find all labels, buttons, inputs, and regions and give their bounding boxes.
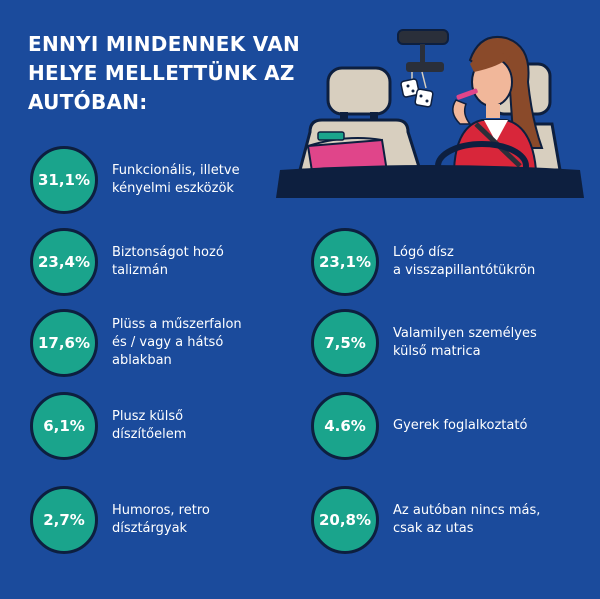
percentage-circle: 17,6% — [30, 309, 98, 377]
stat-label-line: talizmán — [112, 263, 168, 278]
percentage-circle: 23,1% — [311, 228, 379, 296]
stat-label-line: kényelmi eszközök — [112, 181, 234, 196]
stat-label-line: ablakban — [112, 353, 172, 368]
stat-item: 6,1% Plusz külső díszítőelem — [30, 392, 186, 460]
stat-label: Lógó dísz a visszapillantótükrön — [393, 244, 535, 280]
percentage-circle: 4.6% — [311, 392, 379, 460]
stat-item: 4.6% Gyerek foglalkoztató — [311, 392, 527, 460]
stat-item: 31,1% Funkcionális, illetve kényelmi esz… — [30, 146, 240, 214]
percentage-circle: 20,8% — [311, 486, 379, 554]
stat-label-line: Plüss a műszerfalon — [112, 317, 242, 332]
title-line: AUTÓBAN: — [28, 90, 148, 114]
stat-item: 7,5% Valamilyen személyes külső matrica — [311, 309, 537, 377]
stat-label-line: Biztonságot hozó — [112, 245, 224, 260]
stat-label: Plüss a műszerfalon és / vagy a hátsó ab… — [112, 316, 242, 370]
stat-label: Plusz külső díszítőelem — [112, 408, 186, 444]
stat-label-line: Plusz külső — [112, 409, 184, 424]
stat-label-line: Az autóban nincs más, — [393, 503, 541, 518]
stat-label: Az autóban nincs más, csak az utas — [393, 502, 540, 538]
hanging-dice-icon — [400, 71, 434, 108]
stat-label: Biztonságot hozó talizmán — [112, 244, 224, 280]
stat-item: 2,7% Humoros, retro dísztárgyak — [30, 486, 210, 554]
title-line: HELYE MELLETTÜNK AZ — [28, 61, 295, 85]
stat-label: Gyerek foglalkoztató — [393, 417, 527, 435]
stat-label-line: díszítőelem — [112, 427, 187, 442]
stat-label-line: és / vagy a hátsó — [112, 335, 224, 350]
stat-label: Funkcionális, illetve kényelmi eszközök — [112, 162, 240, 198]
stat-label-line: csak az utas — [393, 521, 474, 536]
percentage-circle: 6,1% — [30, 392, 98, 460]
stat-item: 17,6% Plüss a műszerfalon és / vagy a há… — [30, 309, 242, 377]
percentage-circle: 7,5% — [311, 309, 379, 377]
percentage-circle: 2,7% — [30, 486, 98, 554]
stat-label: Valamilyen személyes külső matrica — [393, 325, 537, 361]
stat-item: 23,1% Lógó dísz a visszapillantótükrön — [311, 228, 535, 296]
stat-label-line: Funkcionális, illetve — [112, 163, 240, 178]
dashboard — [276, 165, 584, 198]
stat-label-line: Humoros, retro — [112, 503, 210, 518]
stat-label: Humoros, retro dísztárgyak — [112, 502, 210, 538]
percentage-circle: 23,4% — [30, 228, 98, 296]
stat-item: 20,8% Az autóban nincs más, csak az utas — [311, 486, 540, 554]
car-interior-illustration — [276, 29, 584, 198]
stat-label-line: dísztárgyak — [112, 521, 188, 536]
percentage-circle: 31,1% — [30, 146, 98, 214]
stat-label-line: Gyerek foglalkoztató — [393, 418, 528, 433]
stat-item: 23,4% Biztonságot hozó talizmán — [30, 228, 224, 296]
stat-label-line: Valamilyen személyes — [393, 326, 537, 341]
title-line: ENNYI MINDENNEK VAN — [28, 32, 301, 56]
rearview-mirror — [397, 29, 449, 72]
stat-label-line: külső matrica — [393, 344, 481, 359]
page-title: ENNYI MINDENNEK VAN HELYE MELLETTÜNK AZ … — [28, 30, 301, 117]
stat-label-line: Lógó dísz — [393, 245, 454, 260]
woman-driver — [452, 36, 544, 171]
stat-label-line: a visszapillantótükrön — [393, 263, 536, 278]
